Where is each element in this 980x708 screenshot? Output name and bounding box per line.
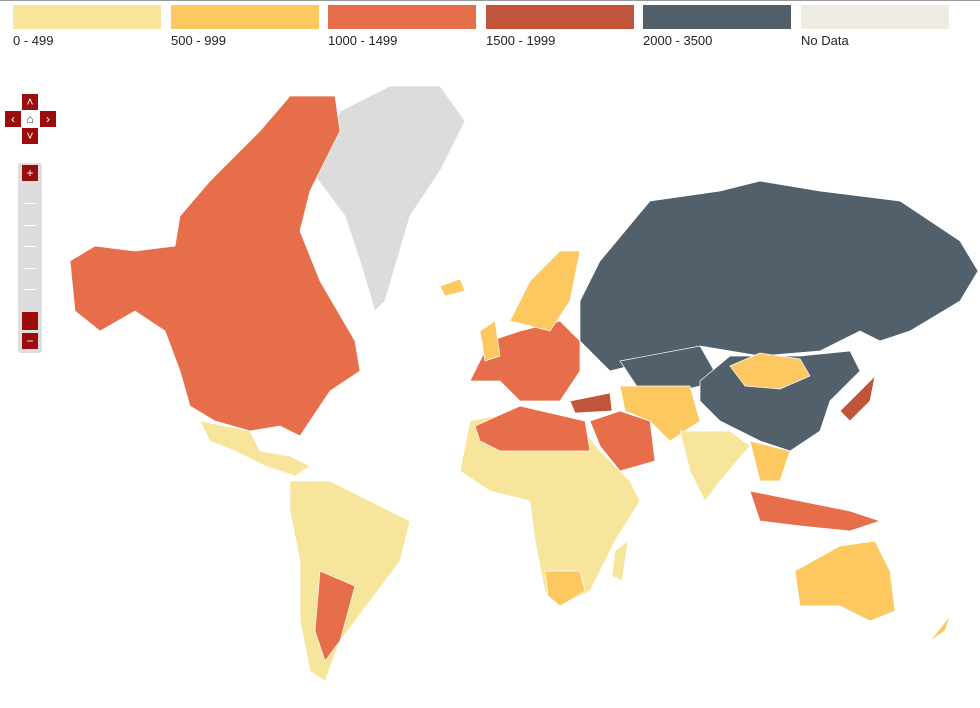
turkey (569, 392, 613, 414)
south-east-asia (749, 440, 791, 482)
legend-item: 1500 - 1999 (486, 5, 634, 48)
zoom-in[interactable]: + (22, 165, 38, 181)
legend-item: 500 - 999 (171, 5, 319, 48)
legend-swatch (486, 5, 634, 29)
zoom-tick (24, 289, 36, 290)
zoom-tick (24, 225, 36, 226)
middle-east (589, 410, 656, 472)
pan-left[interactable]: ‹ (5, 111, 21, 127)
legend-swatch (801, 5, 949, 29)
north-africa (474, 405, 591, 452)
zoom-out[interactable]: − (22, 333, 38, 349)
legend-label: No Data (801, 33, 849, 48)
central-america (199, 420, 311, 477)
legend-swatch (171, 5, 319, 29)
zoom-handle[interactable] (22, 312, 38, 330)
legend-label: 0 - 499 (13, 33, 54, 48)
pan-up[interactable]: ˄ (22, 94, 38, 110)
argentina (314, 570, 356, 662)
south-west-asia (619, 385, 701, 442)
zoom-tick (24, 268, 36, 269)
australia (794, 540, 896, 622)
russia (579, 180, 979, 372)
mongolia (729, 352, 811, 390)
greenland (314, 85, 466, 312)
iceland (439, 278, 466, 297)
indonesia (749, 490, 882, 532)
north-america (69, 95, 361, 437)
south-africa (544, 570, 586, 607)
uk (479, 320, 501, 362)
legend-swatch (13, 5, 161, 29)
pan-right[interactable]: › (40, 111, 56, 127)
pan-down[interactable]: ˅ (22, 128, 38, 144)
legend-label: 2000 - 3500 (643, 33, 713, 48)
legend-swatch (328, 5, 476, 29)
legend-label: 1000 - 1499 (328, 33, 398, 48)
legend-item: No Data (801, 5, 949, 48)
zoom-tick (24, 203, 36, 204)
south-america (289, 480, 411, 682)
legend-label: 500 - 999 (171, 33, 226, 48)
legend-item: 2000 - 3500 (643, 5, 791, 48)
japan (839, 374, 876, 422)
madagascar (611, 540, 629, 582)
legend-swatch (643, 5, 791, 29)
scandinavia (509, 250, 581, 332)
new-zealand (929, 600, 956, 642)
home[interactable]: ⌂ (22, 111, 38, 127)
legend-item: 0 - 499 (13, 5, 161, 48)
india (679, 430, 751, 502)
legend-item: 1000 - 1499 (328, 5, 476, 48)
zoom-tick (24, 246, 36, 247)
legend-label: 1500 - 1999 (486, 33, 556, 48)
